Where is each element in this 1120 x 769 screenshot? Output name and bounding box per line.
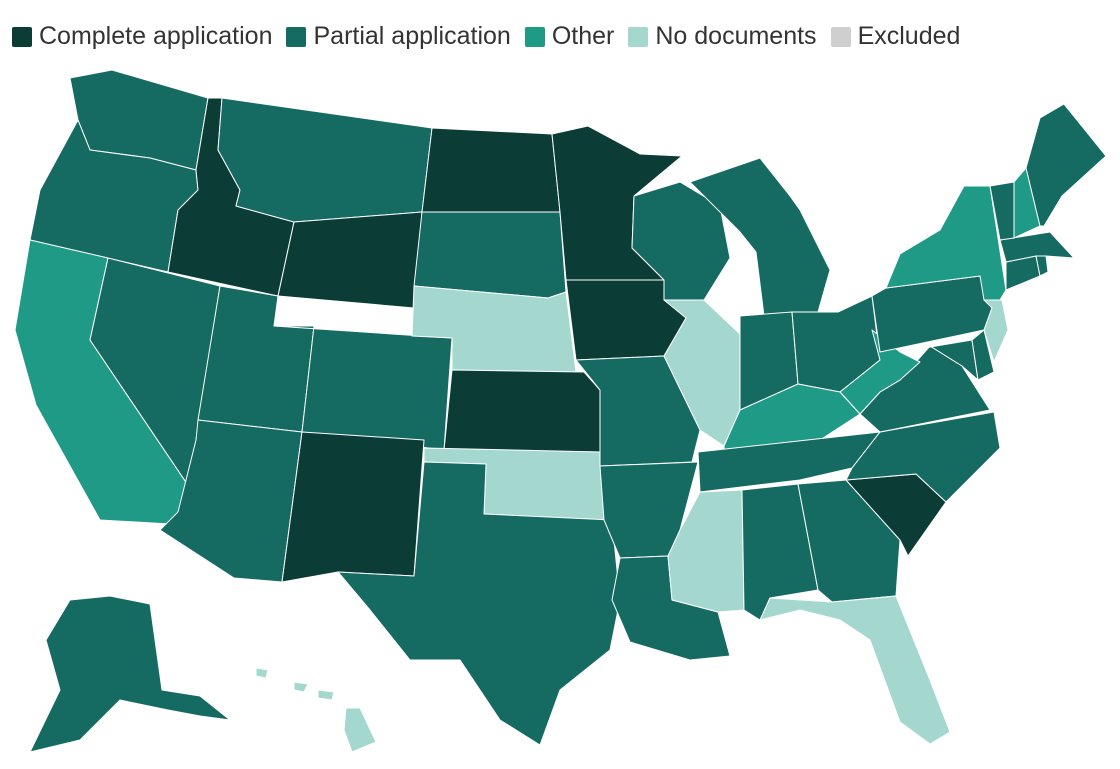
state-wyoming[interactable] — [277, 211, 423, 309]
state-maine[interactable] — [1025, 103, 1107, 227]
state-alaska[interactable] — [29, 595, 231, 753]
state-west-virginia[interactable] — [839, 329, 921, 415]
legend-swatch-complete — [12, 26, 32, 47]
legend-item-complete: Complete application — [12, 22, 272, 51]
state-tennessee[interactable] — [697, 431, 881, 493]
state-texas[interactable] — [337, 461, 621, 746]
legend-label-excluded: Excluded — [857, 22, 961, 50]
legend-swatch-partial — [286, 26, 307, 47]
legend-swatch-other — [524, 26, 545, 47]
state-north-dakota[interactable] — [421, 127, 561, 213]
legend-item-no-documents: No documents — [628, 22, 817, 51]
legend-swatch-excluded — [830, 26, 851, 47]
state-new-jersey[interactable] — [983, 299, 1009, 363]
legend-label-other: Other — [551, 22, 615, 50]
map-legend: Complete application Partial application… — [12, 22, 974, 51]
state-massachusetts[interactable] — [999, 231, 1075, 263]
legend-swatch-no-documents — [628, 26, 649, 47]
legend-label-no-documents: No documents — [655, 22, 817, 50]
state-delaware[interactable] — [971, 329, 995, 381]
state-kansas[interactable] — [443, 369, 601, 453]
state-montana[interactable] — [217, 97, 433, 223]
state-new-york[interactable] — [885, 185, 1007, 301]
legend-item-excluded: Excluded — [830, 22, 961, 51]
legend-item-partial: Partial application — [286, 22, 511, 51]
legend-label-partial: Partial application — [313, 22, 511, 50]
state-michigan[interactable] — [689, 157, 831, 317]
state-florida[interactable] — [759, 595, 951, 745]
state-new-mexico[interactable] — [281, 431, 425, 583]
state-hawaii[interactable] — [255, 667, 377, 753]
state-south-dakota[interactable] — [413, 211, 567, 299]
legend-item-other: Other — [524, 22, 615, 51]
state-maryland[interactable] — [899, 339, 979, 381]
legend-label-complete: Complete application — [39, 22, 273, 50]
